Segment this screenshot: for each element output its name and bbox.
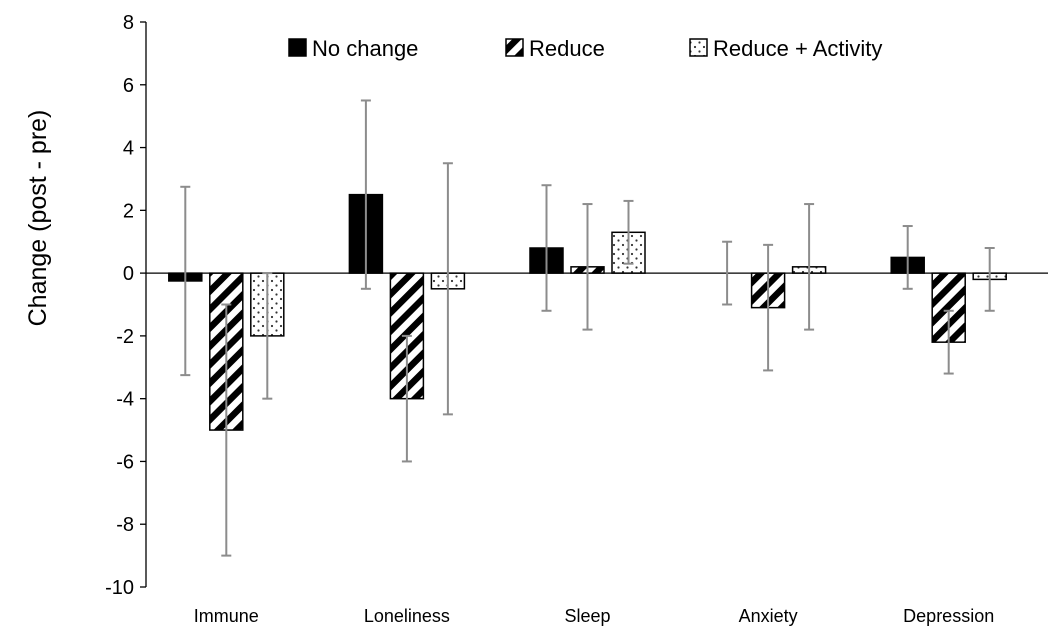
x-category-label: Sleep — [564, 606, 610, 626]
error-bars — [180, 99, 995, 557]
x-category-label: Loneliness — [364, 606, 450, 626]
legend-swatch-dots — [689, 38, 708, 57]
legend-label: Reduce + Activity — [713, 36, 882, 61]
legend-label: No change — [312, 36, 418, 61]
x-category-label: Immune — [194, 606, 259, 626]
y-tick-label: 0 — [123, 263, 134, 285]
y-tick-label: -4 — [116, 389, 134, 411]
y-tick-label: -2 — [116, 326, 134, 348]
x-category-label: Anxiety — [739, 606, 798, 626]
legend-swatch-solid — [288, 38, 307, 57]
y-tick-label: -6 — [116, 451, 134, 473]
x-axis-category-labels: Immune Loneliness Sleep Anxiety Depression — [194, 606, 994, 626]
y-tick-label: -10 — [105, 577, 134, 599]
y-tick-label: 4 — [123, 138, 134, 160]
legend: No change Reduce Reduce + Activity — [288, 36, 882, 61]
y-tick-label: -8 — [116, 514, 134, 536]
y-axis-label: Change (post - pre) — [24, 110, 52, 327]
x-category-label: Depression — [903, 606, 994, 626]
y-tick-label: 6 — [123, 75, 134, 97]
y-tick-label: 8 — [123, 12, 134, 34]
y-tick-label: 2 — [123, 200, 134, 222]
legend-label: Reduce — [529, 36, 605, 61]
legend-swatch-diagonal-stripes — [505, 38, 524, 57]
y-axis: 8 6 4 2 0 -2 -4 -6 -8 -10 — [105, 12, 147, 599]
